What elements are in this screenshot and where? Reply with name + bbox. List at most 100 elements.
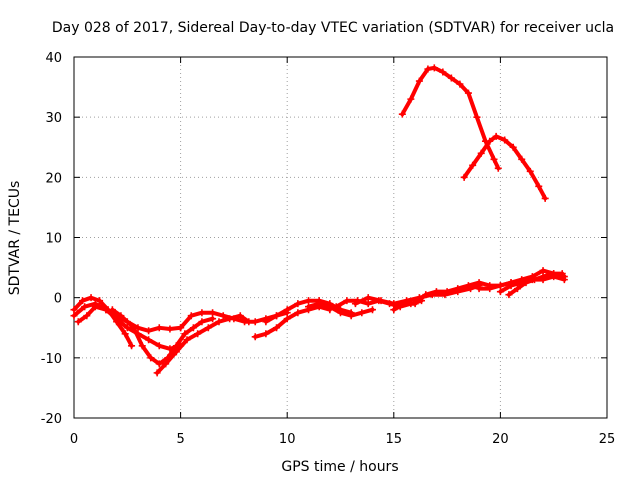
data-point xyxy=(273,312,281,320)
data-point xyxy=(377,297,385,305)
series-line xyxy=(110,307,215,366)
data-point xyxy=(490,155,498,163)
series-pass-o xyxy=(505,270,566,299)
axis-ticks: 0 5 10 15 20 25 -20 -10 0 10 20 30 40 xyxy=(41,51,616,447)
data-point xyxy=(87,294,95,302)
data-point xyxy=(407,95,415,103)
data-point xyxy=(74,318,82,326)
y-tick-label: 40 xyxy=(45,51,62,66)
data-point xyxy=(454,285,462,293)
data-point xyxy=(513,285,521,293)
data-point xyxy=(475,285,483,293)
data-point xyxy=(332,303,340,311)
data-point xyxy=(494,164,502,172)
data-point xyxy=(283,315,291,323)
data-point xyxy=(145,327,153,335)
data-point xyxy=(326,303,334,311)
data-point xyxy=(177,324,185,332)
data-point xyxy=(486,285,494,293)
data-point xyxy=(486,137,494,145)
data-point xyxy=(531,276,539,284)
data-point xyxy=(464,89,472,97)
data-point xyxy=(496,282,504,290)
data-point xyxy=(194,330,202,338)
data-point xyxy=(347,312,355,320)
data-point xyxy=(81,303,89,311)
series-line xyxy=(155,313,251,375)
data-point xyxy=(153,369,161,377)
y-axis-label: SDTVAR / TECUs xyxy=(7,181,23,296)
data-point xyxy=(343,297,351,305)
data-point xyxy=(443,288,451,296)
data-point xyxy=(251,333,259,341)
data-point xyxy=(70,312,78,320)
data-point xyxy=(456,80,464,88)
data-point xyxy=(305,297,313,305)
data-point xyxy=(475,279,483,287)
data-point xyxy=(492,132,500,140)
data-point xyxy=(439,68,447,76)
data-point xyxy=(411,300,419,308)
data-point xyxy=(91,303,99,311)
data-point xyxy=(230,315,238,323)
data-point xyxy=(162,360,170,368)
data-point xyxy=(155,360,163,368)
data-point xyxy=(358,309,366,317)
data-point xyxy=(415,77,423,85)
data-point xyxy=(183,336,191,344)
plot-frame xyxy=(73,56,608,419)
x-axis-label: GPS time / hours xyxy=(281,459,398,475)
data-point xyxy=(102,306,110,314)
data-point xyxy=(560,276,568,284)
data-point xyxy=(294,309,302,317)
data-point xyxy=(398,110,406,118)
data-point xyxy=(550,270,558,278)
data-point xyxy=(422,291,430,299)
data-point xyxy=(526,167,534,175)
data-point xyxy=(351,300,359,308)
data-point xyxy=(539,267,547,275)
data-point xyxy=(294,300,302,308)
data-point xyxy=(187,312,195,320)
data-series xyxy=(70,64,568,377)
x-tick-label: 0 xyxy=(70,432,78,447)
data-point xyxy=(522,279,530,287)
data-point xyxy=(364,300,372,308)
data-point xyxy=(172,342,180,350)
data-point xyxy=(464,282,472,290)
data-point xyxy=(241,318,249,326)
data-point xyxy=(460,173,468,181)
data-point xyxy=(390,306,398,314)
data-point xyxy=(128,342,136,350)
data-point xyxy=(236,312,244,320)
data-point xyxy=(368,306,376,314)
data-point xyxy=(155,324,163,332)
data-point xyxy=(113,315,121,323)
data-point xyxy=(262,318,270,326)
data-point xyxy=(209,309,217,317)
data-point xyxy=(400,300,408,308)
data-point xyxy=(430,64,438,72)
data-point xyxy=(273,324,281,332)
x-tick-label: 10 xyxy=(279,432,296,447)
data-point xyxy=(507,282,515,290)
data-point xyxy=(501,136,509,144)
data-point xyxy=(337,309,344,317)
data-point xyxy=(469,161,477,169)
y-tick-label: -20 xyxy=(41,412,62,427)
x-tick-label: 15 xyxy=(386,432,403,447)
series-pass-l xyxy=(390,279,515,314)
y-tick-label: 10 xyxy=(45,232,62,247)
data-point xyxy=(123,324,131,332)
series-pass-d xyxy=(108,306,217,368)
data-point xyxy=(424,65,432,73)
data-point xyxy=(145,336,153,344)
data-point xyxy=(209,315,217,323)
y-tick-label: 30 xyxy=(45,111,62,126)
data-point xyxy=(70,306,78,314)
data-point xyxy=(108,306,116,314)
data-point xyxy=(496,288,504,296)
data-point xyxy=(117,312,125,320)
data-point xyxy=(541,194,549,202)
data-point xyxy=(558,270,566,278)
